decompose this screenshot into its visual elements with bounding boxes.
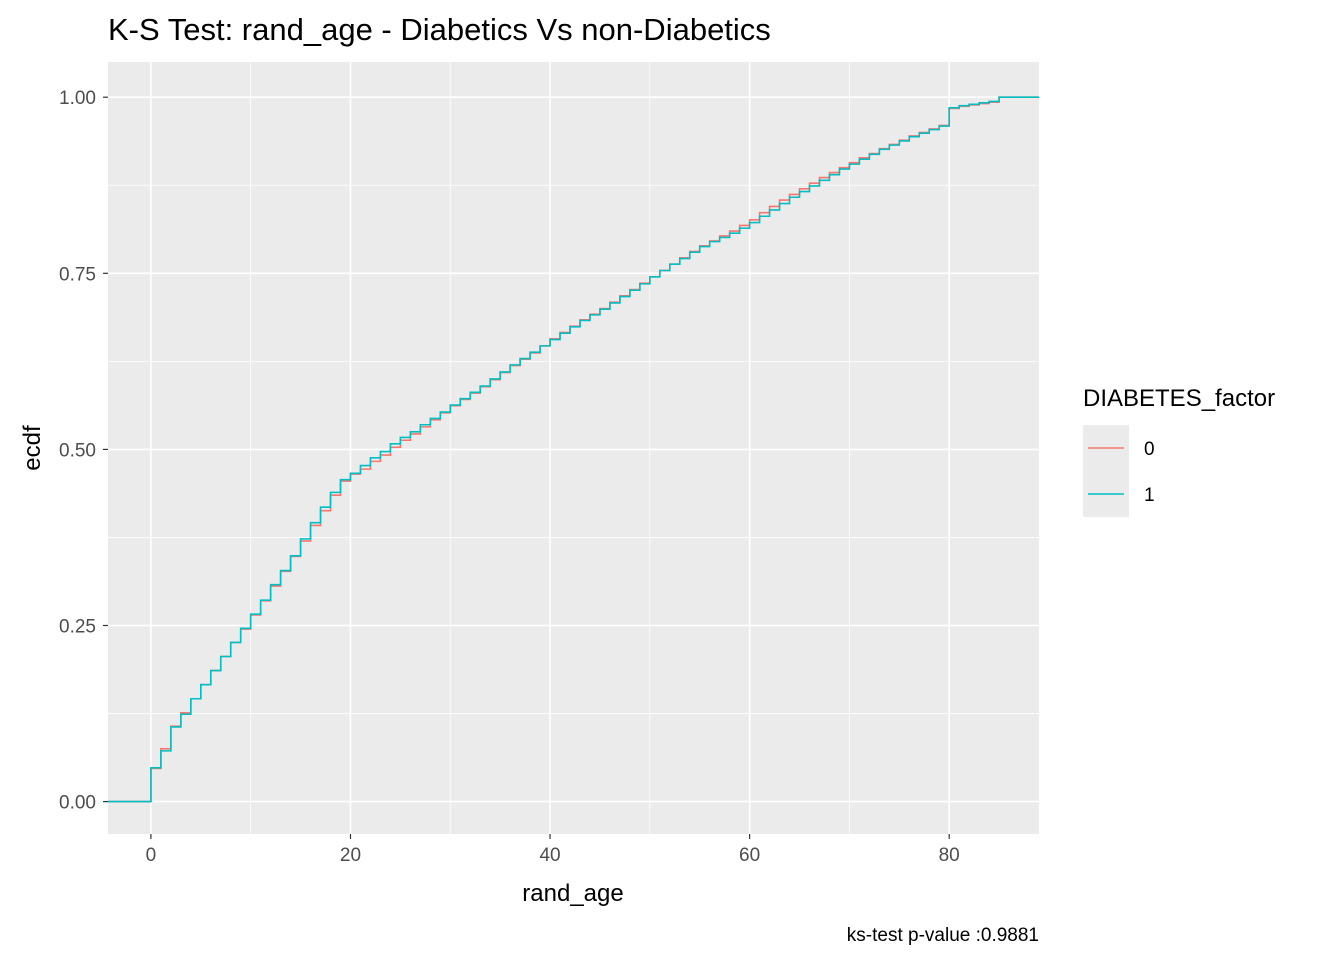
x-axis-title: rand_age [522,880,623,907]
y-axis-title: ecdf [19,425,46,471]
y-tick-label: 0.00 [59,793,96,814]
y-tick-label: 0.75 [59,264,96,285]
legend: DIABETES_factor 0 1 [1083,385,1275,517]
minor-gridlines [108,62,1039,834]
ecdf-line-series-1 [108,96,1039,803]
x-tick-label: 20 [340,845,361,866]
caption-ks-pvalue: ks-test p-value :0.9881 [847,925,1039,946]
x-tick-label: 80 [939,845,960,866]
major-gridlines [108,62,1039,834]
x-axis-ticks: 0 20 40 60 80 [146,834,960,866]
legend-title: DIABETES_factor [1083,385,1275,412]
x-tick-label: 0 [146,845,157,866]
x-tick-label: 40 [539,845,560,866]
legend-label-1: 1 [1144,485,1155,506]
chart-title: K-S Test: rand_age - Diabetics Vs non-Di… [108,12,771,47]
y-tick-label: 1.00 [59,88,96,109]
legend-label-0: 0 [1144,439,1155,460]
x-tick-label: 60 [739,845,760,866]
plot-panel [108,62,1039,834]
y-axis-ticks: 0.00 0.25 0.50 0.75 1.00 [59,88,108,814]
y-tick-label: 0.25 [59,617,96,638]
series-layer [108,96,1039,803]
y-tick-label: 0.50 [59,440,96,461]
